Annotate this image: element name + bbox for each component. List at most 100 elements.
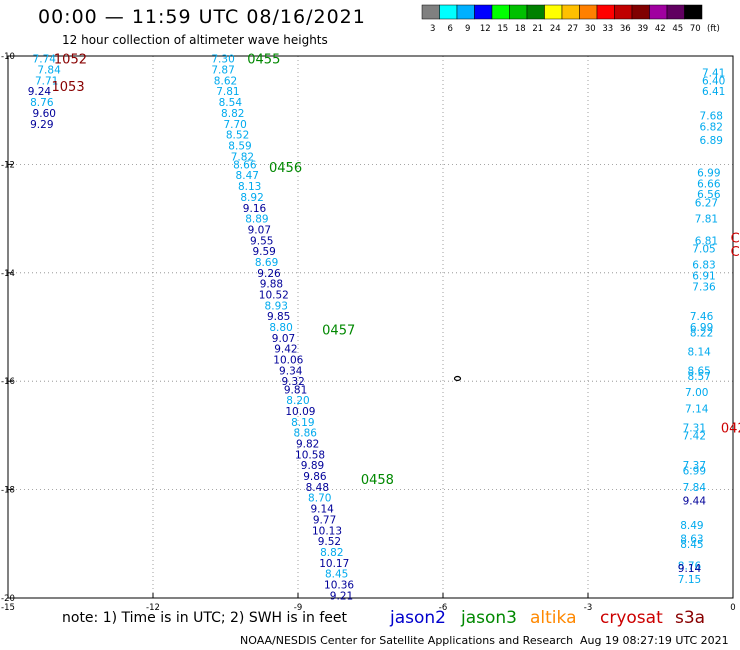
lat-tick-label: -16 — [1, 377, 15, 387]
pass-time-label: 0457 — [322, 324, 355, 339]
swh-value-right-track: 6.99 — [683, 466, 706, 478]
colorbar-unit: (ft) — [707, 24, 720, 34]
colorbar-swatch — [526, 4, 545, 20]
swh-value-right-track: 6.83 — [692, 260, 715, 272]
swh-value-main-track: 9.81 — [284, 384, 307, 396]
colorbar-swatch — [579, 4, 598, 20]
swh-value-main-track: 8.80 — [269, 322, 292, 334]
swh-value-main-track: 9.21 — [330, 590, 353, 602]
swh-value-main-track: 9.52 — [318, 536, 341, 548]
swh-value-right-track: 7.14 — [685, 403, 709, 415]
swh-value-main-track: 10.36 — [324, 579, 354, 591]
swh-value-right-track: 9.14 — [678, 563, 702, 575]
swh-value-right-track: 6.56 — [697, 189, 721, 201]
swh-value-main-track: 10.52 — [259, 289, 289, 301]
pass-time-label: 0455 — [247, 53, 280, 68]
colorbar-label: 30 — [585, 24, 596, 34]
swh-value-right-track: 6.89 — [700, 135, 723, 147]
swh-value-right-track: 8.63 — [680, 533, 703, 545]
legend-altika: altika — [530, 608, 577, 628]
page-subtitle: 12 hour collection of altimeter wave hei… — [62, 33, 328, 47]
units-note: note: 1) Time is in UTC; 2) SWH is in fe… — [62, 610, 348, 626]
swh-value-left-track: 9.29 — [30, 119, 53, 131]
colorbar-swatch — [596, 4, 615, 20]
swh-value-right-track: 7.41 — [702, 67, 725, 79]
swh-value-right-track: 6.40 — [702, 75, 725, 87]
swh-value-main-track: 9.07 — [248, 224, 271, 236]
colorbar-label: 12 — [480, 24, 491, 34]
generated-timestamp: Aug 19 08:27:19 UTC 2021 — [580, 634, 729, 647]
legend-jason2: jason2 — [390, 608, 446, 628]
swh-value-right-track: 7.84 — [683, 482, 707, 494]
colorbar-label: 3 — [430, 24, 435, 34]
colorbar-label: 70 — [690, 24, 701, 34]
lon-tick-label: 0 — [730, 603, 735, 613]
lat-tick-label: -12 — [1, 160, 15, 170]
swh-value-right-track: 6.99 — [697, 168, 720, 180]
swh-value-main-track: 9.59 — [252, 246, 275, 258]
page-title: 00:00 — 11:59 UTC 08/16/2021 — [38, 6, 366, 28]
colorbar-label: 21 — [532, 24, 543, 34]
lat-tick-label: -14 — [1, 269, 15, 279]
swh-value-main-track: 7.30 — [211, 54, 234, 66]
swh-value-main-track: 7.70 — [223, 119, 246, 131]
legend-cryosat: cryosat — [600, 608, 663, 628]
colorbar-swatch — [456, 4, 475, 20]
pass-time-labels: 1052 1053 0455 0456 0457 0458 042 CC — [52, 53, 740, 488]
colorbar-swatch — [631, 4, 650, 20]
swh-value-main-track: 8.54 — [219, 97, 243, 109]
colorbar-swatch — [666, 4, 685, 20]
swh-value-main-track: 10.13 — [312, 525, 342, 537]
map-axis-ticks: -10 -12 -14 -16 -18 -20-15 -12 -9 -6 -3 0 — [1, 52, 736, 613]
pass-time-label: 1053 — [52, 80, 85, 95]
swh-value-main-track: 8.19 — [291, 417, 314, 429]
swh-value-main-track: 9.14 — [310, 504, 334, 516]
swh-value-left-track: 7.84 — [37, 65, 61, 77]
swh-value-right-track: 7.46 — [690, 311, 714, 323]
lon-tick-label: -9 — [294, 603, 302, 613]
map-border — [7, 55, 734, 599]
swh-value-main-track: 7.82 — [231, 151, 254, 163]
swh-value-main-track: 8.59 — [228, 140, 251, 152]
swh-value-right-track: 7.37 — [683, 460, 706, 472]
swh-value-main-track: 8.20 — [286, 395, 309, 407]
swh-value-main-track: 8.86 — [294, 428, 318, 440]
swh-value-right-track: 7.42 — [683, 430, 706, 442]
swh-value-main-track: 9.16 — [243, 203, 267, 215]
swh-value-right-track: 9.44 — [683, 495, 707, 507]
swh-value-right-track: 6.82 — [700, 121, 723, 133]
swh-value-right-track: 6.41 — [702, 86, 725, 98]
swh-value-right-track: 8.14 — [687, 346, 711, 358]
swh-value-right-track: 6.99 — [690, 322, 713, 334]
pass-time-label: 1052 — [54, 53, 87, 68]
colorbar-swatch — [421, 4, 440, 20]
colorbar-label: 18 — [515, 24, 526, 34]
swh-value-main-track: 10.58 — [295, 449, 325, 461]
credit-line: NOAA/NESDIS Center for Satellite Applica… — [240, 634, 574, 647]
swh-value-main-track: 10.09 — [285, 406, 315, 418]
swh-value-main-track: 7.87 — [211, 65, 234, 77]
colorbar-swatch — [649, 4, 668, 20]
swh-value-main-track: 9.32 — [281, 376, 304, 388]
lon-tick-label: -3 — [584, 603, 592, 613]
swh-value-main-track: 9.26 — [257, 268, 281, 280]
swh-value-main-track: 9.85 — [267, 311, 290, 323]
colorbar-swatch — [491, 4, 510, 20]
colorbar-label: 6 — [448, 24, 453, 34]
colorbar-label: 39 — [637, 24, 648, 34]
swh-value-right-track: 7.68 — [700, 111, 723, 123]
swh-value-main-track: 8.13 — [238, 181, 261, 193]
lon-tick-label: -6 — [439, 603, 447, 613]
swh-value-right-track: 8.49 — [680, 520, 703, 532]
swh-value-right-track: 7.81 — [695, 214, 718, 226]
swh-value-main-track: 9.89 — [301, 460, 324, 472]
swh-value-main-track: 9.42 — [274, 344, 297, 356]
lat-tick-label: -10 — [1, 52, 15, 62]
swh-value-main-track: 9.34 — [279, 365, 303, 377]
swh-value-main-track: 8.70 — [308, 493, 331, 505]
colorbar-swatch — [614, 4, 633, 20]
colorbar-swatch — [561, 4, 580, 20]
swh-value-right-track: 6.66 — [697, 178, 721, 190]
